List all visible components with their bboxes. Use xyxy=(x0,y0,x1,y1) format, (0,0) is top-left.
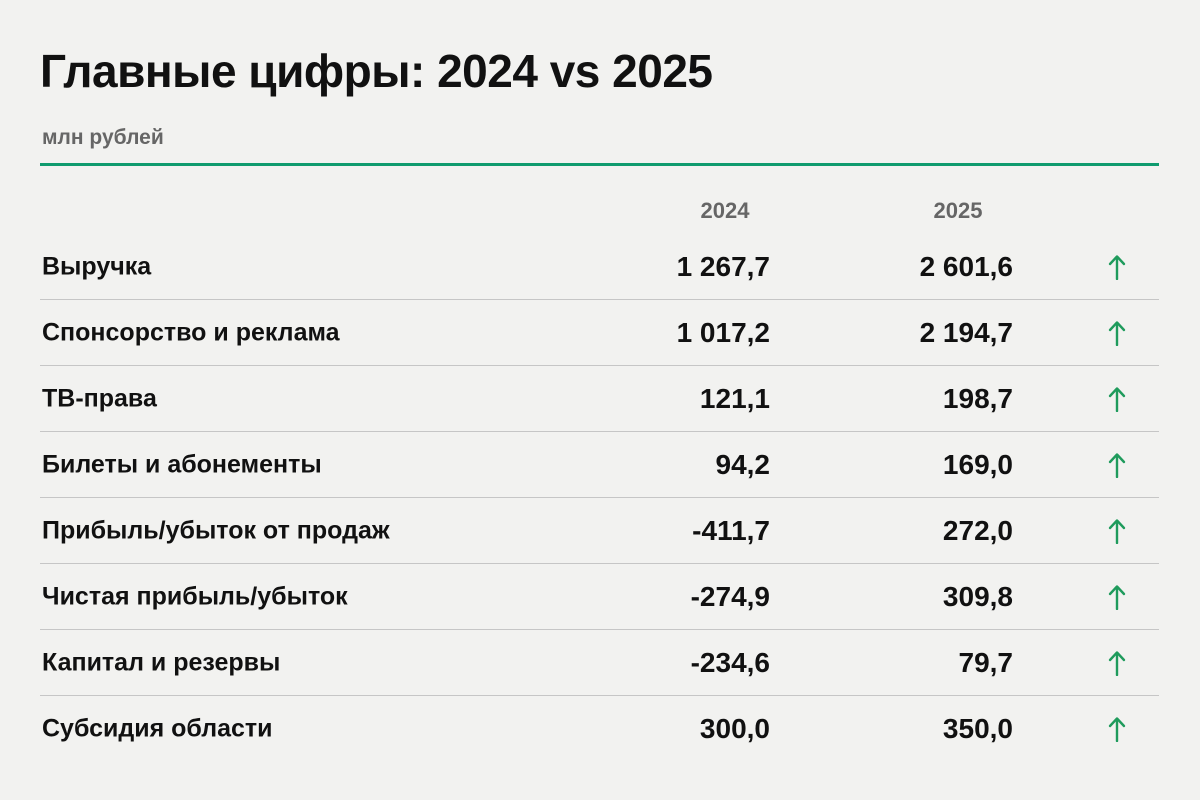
arrow-up-icon xyxy=(1108,585,1126,610)
value-2024: 1 267,7 xyxy=(676,251,770,282)
column-header-2024: 2024 xyxy=(700,198,750,223)
arrow-up-icon xyxy=(1108,717,1126,742)
arrow-up-icon xyxy=(1108,255,1126,280)
table-row: Чистая прибыль/убыток -274,9 309,8 xyxy=(40,564,1159,630)
row-label: Спонсорство и реклама xyxy=(42,318,340,347)
row-divider xyxy=(40,563,1159,564)
value-2024: -411,7 xyxy=(692,515,770,546)
row-label: ТВ-права xyxy=(42,384,157,413)
arrow-up-icon xyxy=(1108,519,1126,544)
row-divider xyxy=(40,365,1159,366)
row-divider xyxy=(40,695,1159,696)
arrow-up-icon xyxy=(1108,387,1126,412)
table-row: Спонсорство и реклама 1 017,2 2 194,7 xyxy=(40,300,1159,366)
row-label: Капитал и резервы xyxy=(42,648,281,677)
accent-divider xyxy=(40,163,1159,166)
value-2024: -234,6 xyxy=(690,647,770,678)
row-divider xyxy=(40,299,1159,300)
row-label: Билеты и абонементы xyxy=(42,450,322,479)
row-label: Прибыль/убыток от продаж xyxy=(42,516,390,545)
table-row: Прибыль/убыток от продаж -411,7 272,0 xyxy=(40,498,1159,564)
value-2024: 300,0 xyxy=(699,713,770,744)
row-label: Субсидия области xyxy=(42,714,273,743)
value-2024: -274,9 xyxy=(690,581,770,612)
row-divider xyxy=(40,629,1159,630)
units-subtitle: млн рублей xyxy=(42,126,164,149)
row-label: Чистая прибыль/убыток xyxy=(42,582,348,611)
table-row: Билеты и абонементы 94,2 169,0 xyxy=(40,432,1159,498)
value-2025: 79,7 xyxy=(958,647,1014,678)
value-2025: 169,0 xyxy=(942,449,1013,480)
table-row: Капитал и резервы -234,6 79,7 xyxy=(40,630,1159,696)
value-2024: 121,1 xyxy=(699,383,770,414)
row-divider xyxy=(40,497,1159,498)
table-row: ТВ-права 121,1 198,7 xyxy=(40,366,1159,432)
row-label: Выручка xyxy=(42,252,152,281)
table-row: Выручка 1 267,7 2 601,6 xyxy=(40,234,1159,300)
row-divider xyxy=(40,431,1159,432)
value-2025: 2 601,6 xyxy=(919,251,1013,282)
arrow-up-icon xyxy=(1108,321,1126,346)
value-2025: 198,7 xyxy=(942,383,1013,414)
page-title: Главные цифры: 2024 vs 2025 xyxy=(40,45,713,97)
value-2025: 309,8 xyxy=(942,581,1013,612)
column-header-2025: 2025 xyxy=(933,198,983,223)
value-2025: 2 194,7 xyxy=(919,317,1013,348)
table-row: Субсидия области 300,0 350,0 xyxy=(40,696,1159,762)
value-2024: 94,2 xyxy=(715,449,771,480)
value-2024: 1 017,2 xyxy=(676,317,770,348)
value-2025: 272,0 xyxy=(942,515,1013,546)
arrow-up-icon xyxy=(1108,453,1126,478)
value-2025: 350,0 xyxy=(942,713,1013,744)
arrow-up-icon xyxy=(1108,651,1126,676)
